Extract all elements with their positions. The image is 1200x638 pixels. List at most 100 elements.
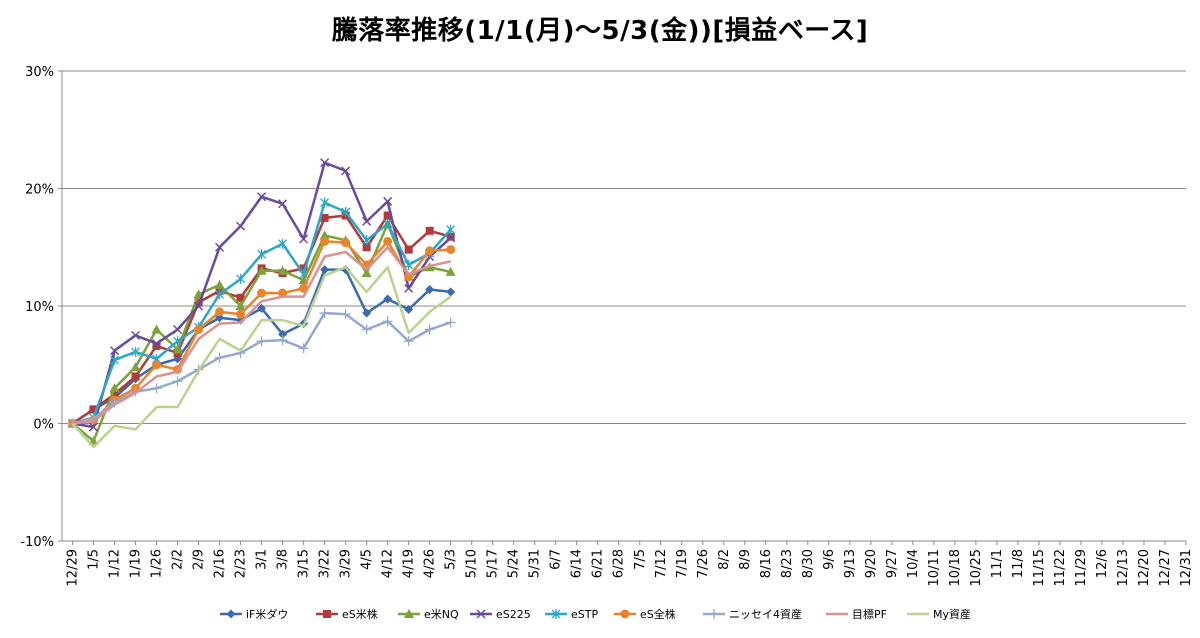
data-point-series-2 (151, 324, 162, 334)
data-point-series-1 (383, 211, 392, 220)
data-point-series-4 (215, 289, 225, 300)
data-point-series-4 (299, 269, 309, 280)
data-point-series-0 (404, 305, 414, 315)
data-point-series-1 (320, 213, 329, 222)
data-point-series-2 (277, 265, 288, 275)
x-tick-label: 10/25 (969, 549, 984, 586)
legend-label: eSTP (571, 608, 598, 621)
data-point-series-6 (340, 309, 351, 320)
data-point-series-0 (257, 303, 267, 313)
data-point-series-6 (424, 324, 435, 335)
legend-label: eS225 (496, 608, 531, 621)
data-point-series-6 (151, 383, 162, 394)
x-tick-label: 7/26 (696, 549, 711, 578)
data-point-series-6 (319, 308, 330, 319)
x-tick-label: 5/24 (507, 549, 522, 578)
data-point-series-6 (214, 352, 225, 363)
data-point-series-0 (362, 308, 372, 318)
data-point-series-2 (130, 362, 141, 372)
data-point-series-2 (361, 268, 372, 278)
data-point-series-2 (445, 266, 456, 276)
data-point-series-3 (194, 301, 204, 311)
x-tick-label: 10/18 (948, 549, 963, 586)
data-point-series-3 (362, 216, 372, 226)
x-tick-label: 3/1 (255, 549, 270, 570)
x-tick-label: 5/10 (465, 549, 480, 578)
data-point-series-0 (425, 285, 435, 295)
data-point-series-4 (320, 197, 330, 208)
data-point-series-5 (236, 309, 246, 319)
x-tick-label: 6/21 (591, 549, 606, 578)
data-point-series-3 (278, 199, 288, 209)
data-point-series-2 (109, 383, 120, 393)
data-point-series-6 (403, 336, 414, 347)
data-point-series-3 (131, 330, 141, 340)
x-tick-label: 4/19 (402, 549, 417, 578)
series-line-8 (71, 265, 452, 449)
x-tick-label: 5/3 (444, 549, 459, 570)
x-tick-label: 4/5 (360, 549, 375, 570)
legend-swatch-marker (476, 609, 486, 619)
y-tick-label: 10% (25, 300, 54, 315)
data-point-series-1 (425, 226, 434, 235)
data-point-series-4 (236, 273, 246, 284)
y-tick-label: 30% (25, 65, 54, 80)
x-tick-label: 6/28 (612, 549, 627, 578)
x-tick-label: 7/5 (633, 549, 648, 570)
x-tick-label: 2/9 (192, 549, 207, 570)
x-tick-label: 8/23 (780, 549, 795, 578)
data-point-series-5 (320, 236, 330, 246)
data-point-series-5 (152, 360, 162, 370)
x-tick-label: 11/22 (1053, 549, 1068, 586)
series-line-6 (72, 311, 452, 425)
data-point-series-2 (214, 279, 225, 289)
data-point-series-3 (299, 234, 309, 244)
x-tick-label: 8/2 (717, 549, 732, 570)
x-tick-label: 10/11 (927, 549, 942, 586)
data-point-series-5 (278, 288, 288, 298)
x-tick-label: 12/27 (1158, 549, 1173, 586)
data-point-series-3 (257, 192, 267, 202)
x-tick-label: 9/13 (843, 549, 858, 578)
data-point-series-4 (257, 249, 267, 260)
x-tick-label: 11/29 (1074, 549, 1089, 586)
x-tick-label: 12/29 (66, 549, 81, 586)
data-point-series-3 (383, 196, 393, 206)
x-tick-label: 6/7 (549, 549, 564, 570)
data-point-series-5 (194, 325, 204, 334)
data-point-series-3 (320, 158, 330, 168)
data-point-series-6 (361, 324, 372, 335)
x-tick-label: 8/30 (801, 549, 816, 578)
data-point-series-6 (172, 376, 183, 387)
x-tick-label: 11/8 (1011, 549, 1026, 578)
data-point-series-5 (446, 245, 456, 255)
x-tick-label: 11/15 (1032, 549, 1047, 586)
data-point-series-3 (173, 324, 183, 335)
data-point-series-1 (89, 405, 98, 414)
legend-label: eS全株 (640, 607, 676, 621)
data-point-series-0 (383, 294, 393, 304)
y-tick-label: 20% (25, 183, 54, 198)
legend-swatch-marker (709, 609, 719, 619)
data-point-series-2 (172, 344, 183, 354)
x-tick-label: 12/13 (1116, 549, 1131, 586)
legend-swatch-marker (226, 609, 236, 619)
x-tick-label: 12/31 (1179, 549, 1194, 586)
x-tick-label: 3/8 (276, 549, 291, 570)
data-point-series-5 (341, 238, 351, 248)
data-point-series-1 (152, 341, 161, 350)
data-point-series-1 (110, 390, 119, 399)
data-point-series-1 (299, 264, 308, 273)
data-point-series-3 (341, 166, 351, 176)
x-tick-label: 1/5 (87, 549, 102, 570)
x-tick-label: 1/19 (129, 549, 144, 578)
data-point-series-3 (446, 233, 456, 243)
data-point-series-5 (215, 307, 225, 317)
data-point-series-0 (320, 265, 330, 275)
data-point-series-6 (298, 343, 309, 354)
data-point-series-5 (425, 246, 435, 256)
y-tick-label: -10% (20, 535, 54, 550)
data-point-series-4 (404, 259, 414, 270)
data-point-series-1 (131, 372, 140, 381)
